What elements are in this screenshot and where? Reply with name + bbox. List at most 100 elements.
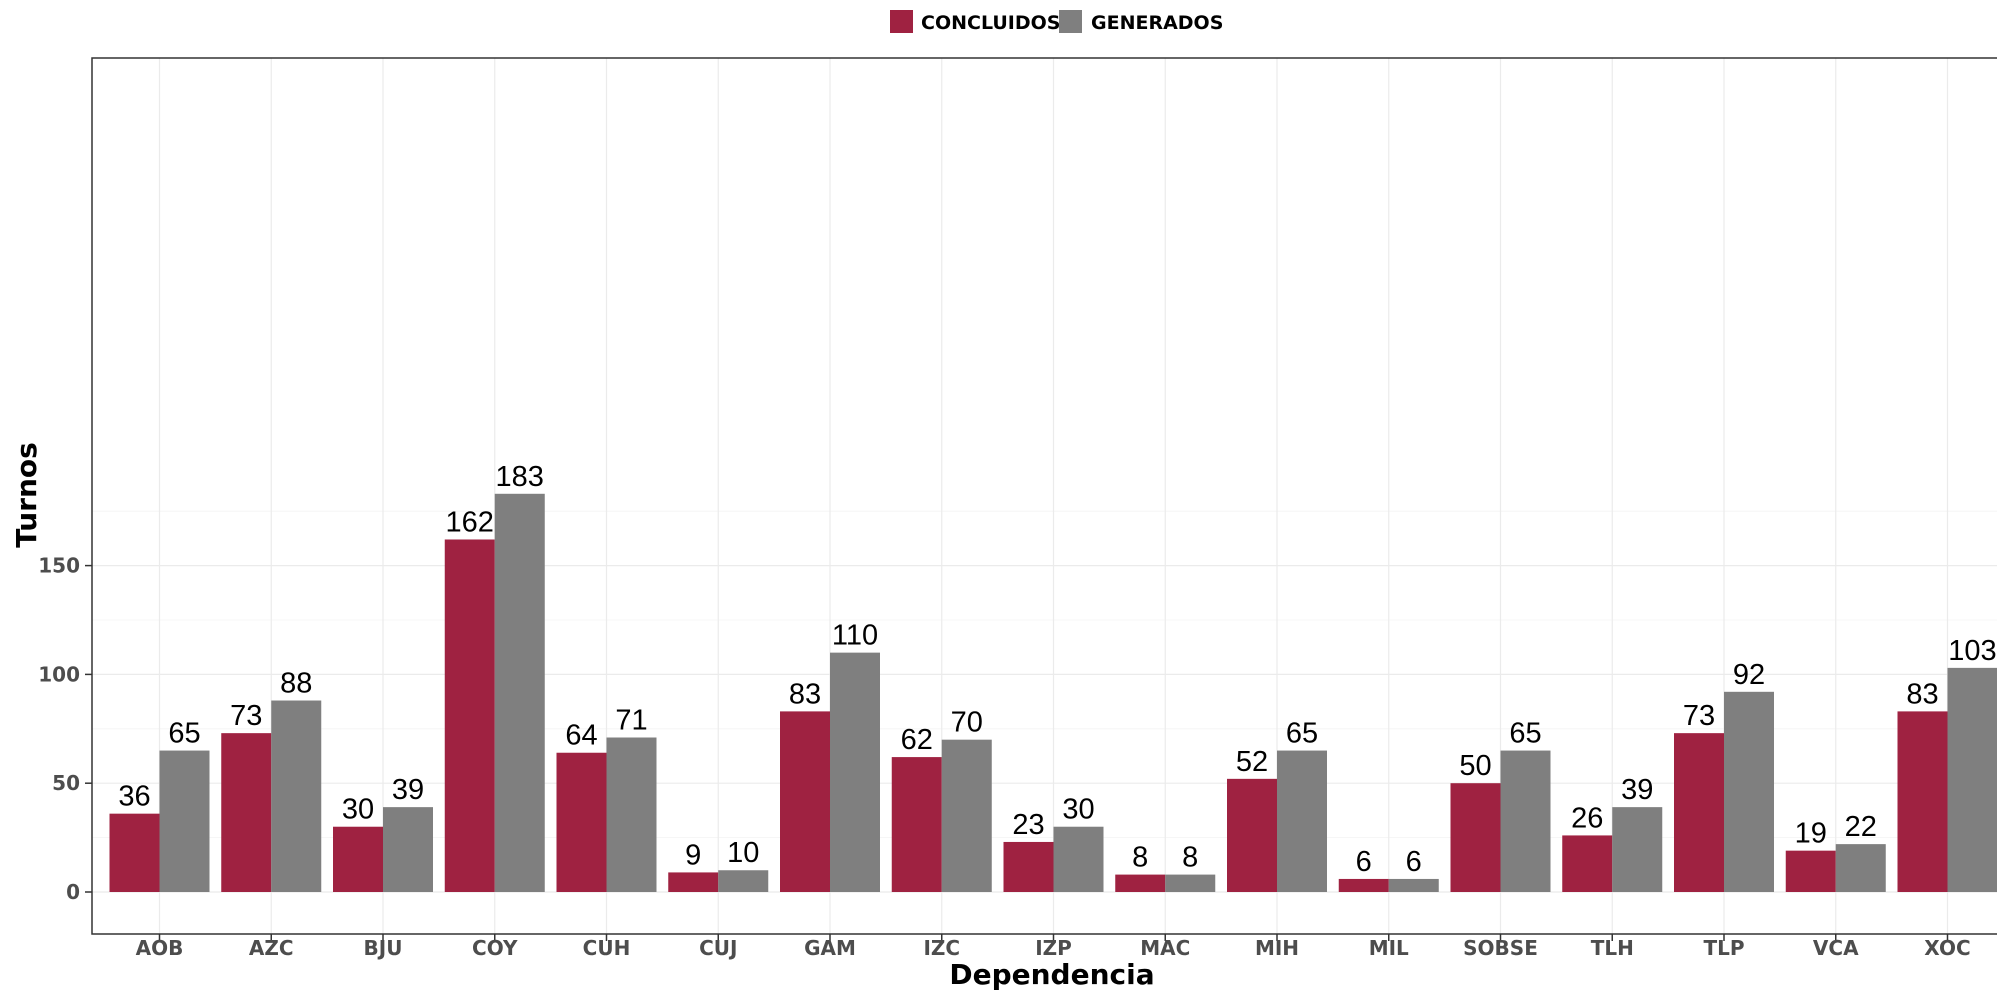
data-label-concluidos-tlh: 26 (1571, 802, 1603, 834)
legend-label-generados: GENERADOS (1091, 12, 1223, 34)
x-tick-label-mil: MIL (1369, 936, 1409, 960)
x-tick-label-gam: GAM (804, 936, 856, 960)
data-label-concluidos-gam: 83 (789, 678, 821, 710)
x-tick-label-cuh: CUH (583, 936, 631, 960)
x-tick-label-tlp: TLP (1703, 936, 1744, 960)
x-tick-label-cuj: CUJ (699, 936, 737, 960)
legend: CONCLUIDOS GENERADOS (890, 10, 1223, 34)
x-tick-label-tlh: TLH (1591, 936, 1634, 960)
bar-concluidos-cuh (556, 752, 607, 892)
data-label-concluidos-cuh: 64 (565, 720, 597, 752)
bar-generados-mac (1165, 874, 1216, 892)
bar-generados-coy (494, 493, 545, 892)
x-tick-label-vca: VCA (1813, 936, 1859, 960)
bar-concluidos-xoc (1897, 711, 1948, 892)
data-label-concluidos-tlp: 73 (1683, 700, 1715, 732)
data-label-generados-tlh: 39 (1621, 774, 1653, 806)
data-label-generados-cuj: 10 (727, 837, 759, 869)
data-label-concluidos-mih: 52 (1236, 746, 1268, 778)
bar-generados-vca (1835, 844, 1886, 892)
y-axis-title: Turnos (10, 442, 43, 548)
data-label-generados-azc: 88 (280, 668, 312, 700)
data-label-concluidos-mil: 6 (1356, 846, 1372, 878)
bar-generados-izc (941, 739, 992, 892)
bar-generados-aob (159, 750, 210, 892)
data-label-generados-mih: 65 (1286, 718, 1318, 750)
data-label-generados-sobse: 65 (1509, 718, 1541, 750)
bar-generados-tlp (1724, 691, 1774, 892)
bar-concluidos-mih (1227, 778, 1277, 892)
data-label-generados-gam: 110 (832, 620, 878, 652)
data-label-concluidos-izp: 23 (1012, 809, 1044, 841)
bar-concluidos-gam (780, 711, 830, 892)
data-label-generados-cuh: 71 (615, 705, 647, 737)
x-tick-label-xoc: XOC (1924, 936, 1970, 960)
y-tick-label: 100 (38, 662, 80, 686)
x-tick-label-mih: MIH (1255, 936, 1299, 960)
x-tick-label-sobse: SOBSE (1463, 936, 1538, 960)
data-label-concluidos-sobse: 50 (1459, 750, 1491, 782)
x-axis-title: Dependencia (949, 958, 1154, 991)
data-label-concluidos-vca: 19 (1795, 818, 1827, 850)
y-tick-label: 50 (52, 771, 80, 795)
data-label-generados-izc: 70 (951, 707, 983, 739)
x-tick-label-azc: AZC (249, 936, 294, 960)
data-label-generados-mil: 6 (1406, 846, 1422, 878)
bar-generados-tlh (1612, 807, 1663, 892)
data-label-generados-bju: 39 (392, 774, 424, 806)
bar-concluidos-tlh (1562, 835, 1613, 892)
data-label-generados-izp: 30 (1062, 794, 1094, 826)
bar-generados-gam (830, 652, 880, 892)
bar-concluidos-vca (1785, 850, 1836, 892)
x-tick-label-bju: BJU (364, 936, 403, 960)
bar-concluidos-mil (1338, 878, 1389, 892)
x-axis: AOB AZC BJU COY CUH CUJ GAM IZC IZP MAC MIH MIL SOBS… (136, 934, 1971, 960)
bar-concluidos-cuj (668, 872, 719, 892)
legend-swatch-generados (1059, 10, 1082, 33)
bar-concluidos-aob (109, 813, 160, 892)
bar-generados-mih (1277, 750, 1327, 892)
bar-concluidos-mac (1115, 874, 1166, 892)
bar-concluidos-tlp (1674, 733, 1724, 892)
data-label-generados-tlp: 92 (1733, 659, 1765, 691)
data-label-generados-coy: 183 (496, 461, 544, 493)
data-label-concluidos-aob: 36 (118, 781, 150, 813)
bar-generados-cuj (718, 870, 769, 892)
data-label-concluidos-mac: 8 (1132, 842, 1148, 874)
bar-concluidos-izp (1003, 841, 1054, 892)
data-label-generados-vca: 22 (1845, 811, 1877, 843)
bar-concluidos-coy (444, 539, 495, 892)
data-label-generados-mac: 8 (1182, 842, 1198, 874)
x-tick-label-aob: AOB (136, 936, 184, 960)
plot-border (91, 57, 1997, 935)
bar-generados-mil (1388, 878, 1439, 892)
data-label-concluidos-izc: 62 (901, 724, 933, 756)
bar-concluidos-bju (333, 826, 383, 892)
legend-swatch-concluidos (890, 10, 913, 33)
legend-label-concluidos: CONCLUIDOS (921, 12, 1060, 34)
data-label-concluidos-xoc: 83 (1906, 678, 1938, 710)
bar-generados-bju (383, 807, 433, 892)
data-label-generados-aob: 65 (168, 718, 200, 750)
bar-generados-azc (271, 700, 322, 892)
x-tick-label-izp: IZP (1035, 936, 1072, 960)
x-tick-label-izc: IZC (923, 936, 960, 960)
bars (109, 493, 1997, 892)
bar-generados-izp (1053, 826, 1104, 892)
data-label-concluidos-coy: 162 (446, 506, 494, 538)
data-label-concluidos-cuj: 9 (685, 839, 701, 871)
x-tick-label-mac: MAC (1140, 936, 1190, 960)
y-tick-label: 0 (66, 880, 80, 904)
bar-generados-xoc (1947, 667, 1997, 892)
data-label-concluidos-bju: 30 (342, 794, 374, 826)
data-label-generados-xoc: 103 (1948, 635, 1996, 667)
bar-concluidos-azc (221, 733, 272, 892)
bar-concluidos-izc (891, 757, 942, 892)
bar-generados-sobse (1500, 750, 1551, 892)
data-label-concluidos-azc: 73 (230, 700, 262, 732)
x-tick-label-coy: COY (472, 936, 518, 960)
bar-generados-cuh (606, 737, 657, 892)
y-axis: 0 50 100 150 (38, 554, 92, 904)
